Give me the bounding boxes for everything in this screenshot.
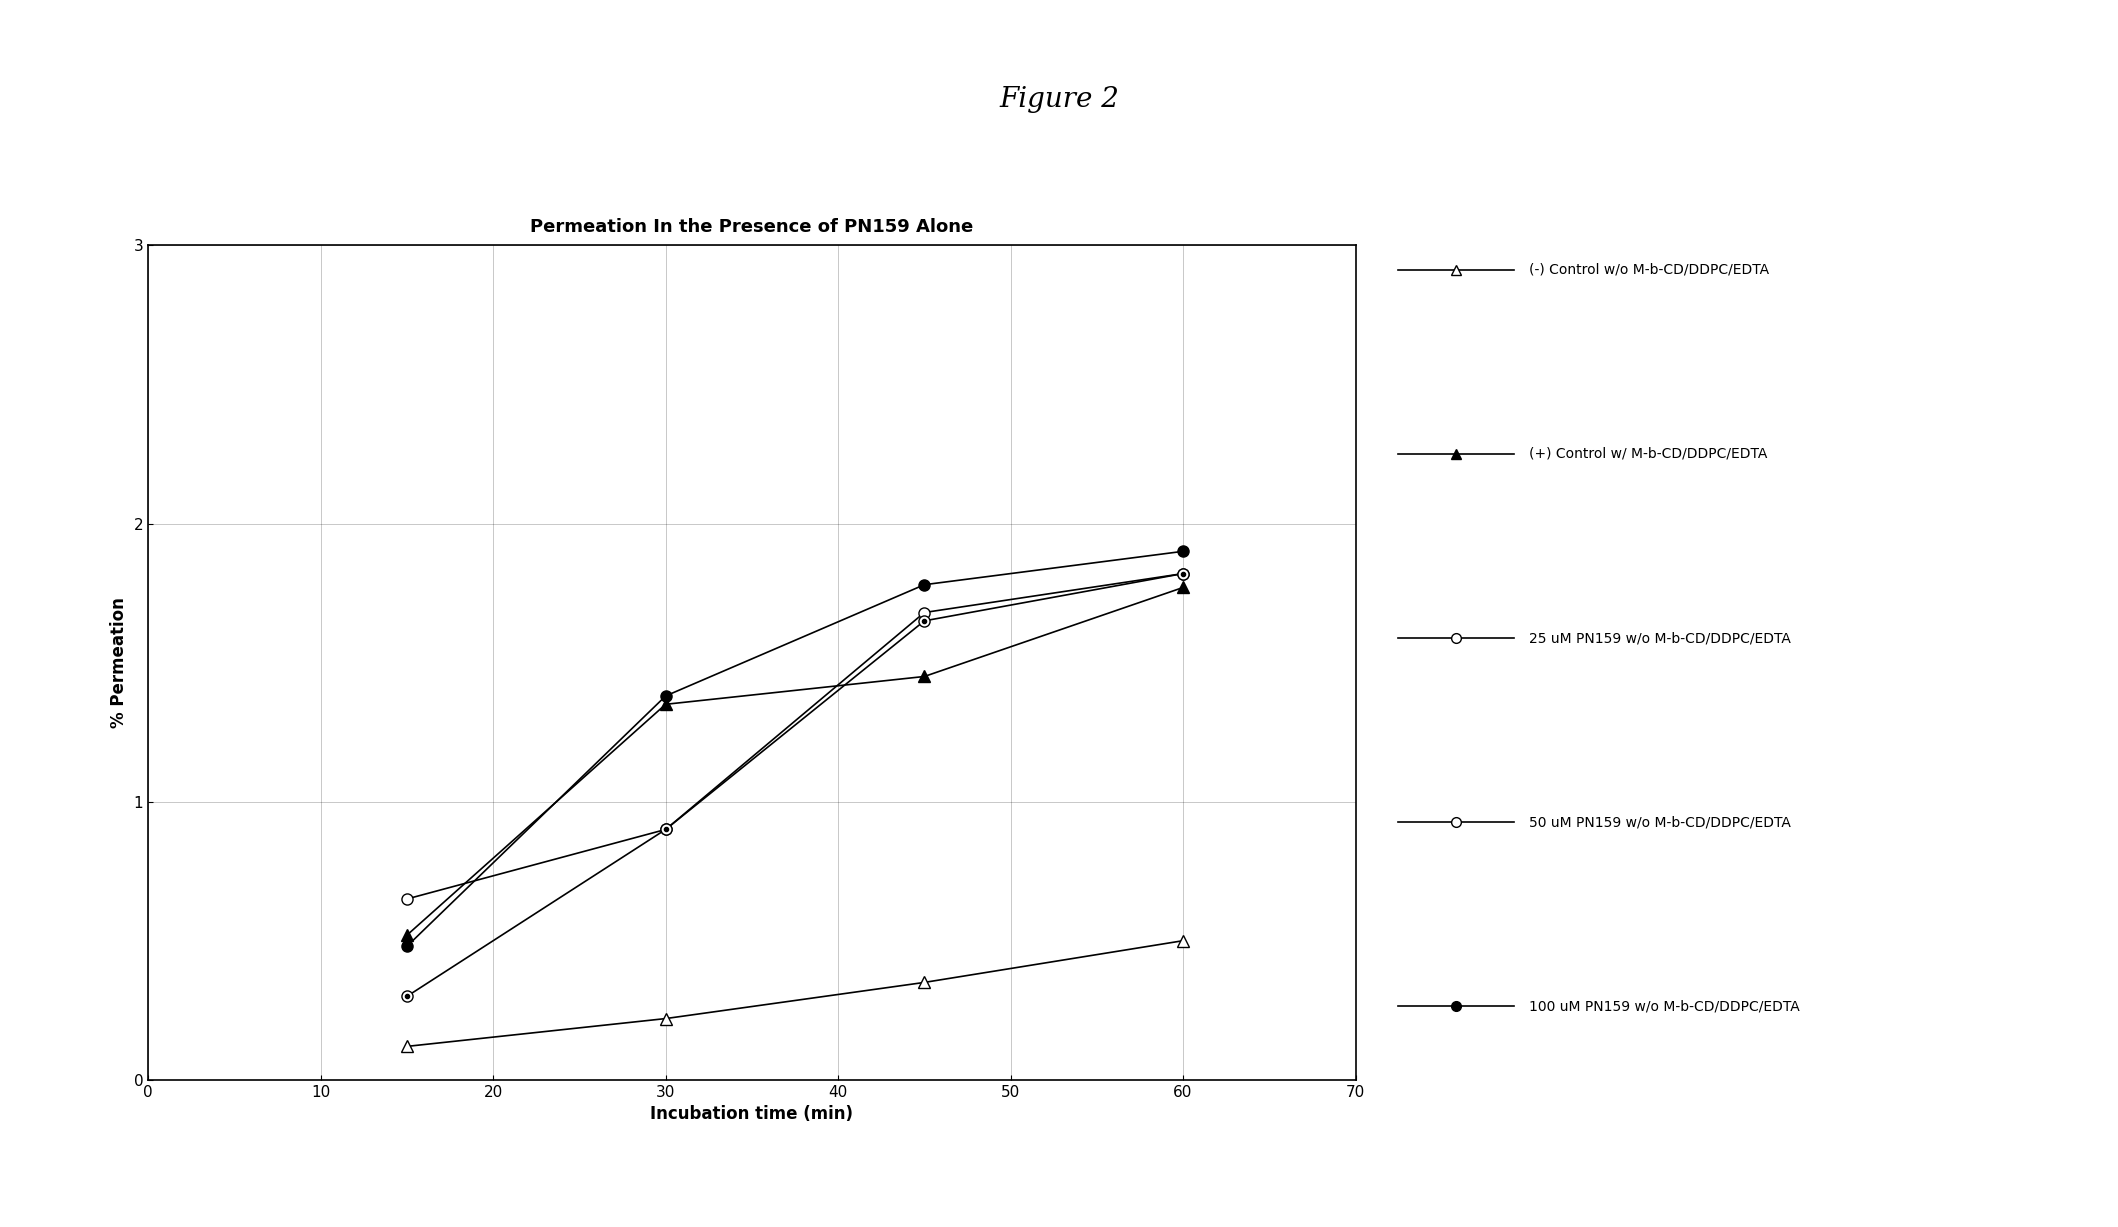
Text: 50 uM PN159 w/o M-b-CD/DDPC/EDTA: 50 uM PN159 w/o M-b-CD/DDPC/EDTA [1529, 815, 1792, 829]
Text: Figure 2: Figure 2 [1000, 86, 1118, 113]
Text: (+) Control w/ M-b-CD/DDPC/EDTA: (+) Control w/ M-b-CD/DDPC/EDTA [1529, 447, 1769, 461]
Text: (-) Control w/o M-b-CD/DDPC/EDTA: (-) Control w/o M-b-CD/DDPC/EDTA [1529, 263, 1769, 277]
Text: 100 uM PN159 w/o M-b-CD/DDPC/EDTA: 100 uM PN159 w/o M-b-CD/DDPC/EDTA [1529, 999, 1800, 1014]
X-axis label: Incubation time (min): Incubation time (min) [650, 1106, 854, 1123]
Text: 25 uM PN159 w/o M-b-CD/DDPC/EDTA: 25 uM PN159 w/o M-b-CD/DDPC/EDTA [1529, 631, 1792, 645]
Title: Permeation In the Presence of PN159 Alone: Permeation In the Presence of PN159 Alon… [530, 217, 974, 236]
Y-axis label: % Permeation: % Permeation [110, 598, 127, 728]
